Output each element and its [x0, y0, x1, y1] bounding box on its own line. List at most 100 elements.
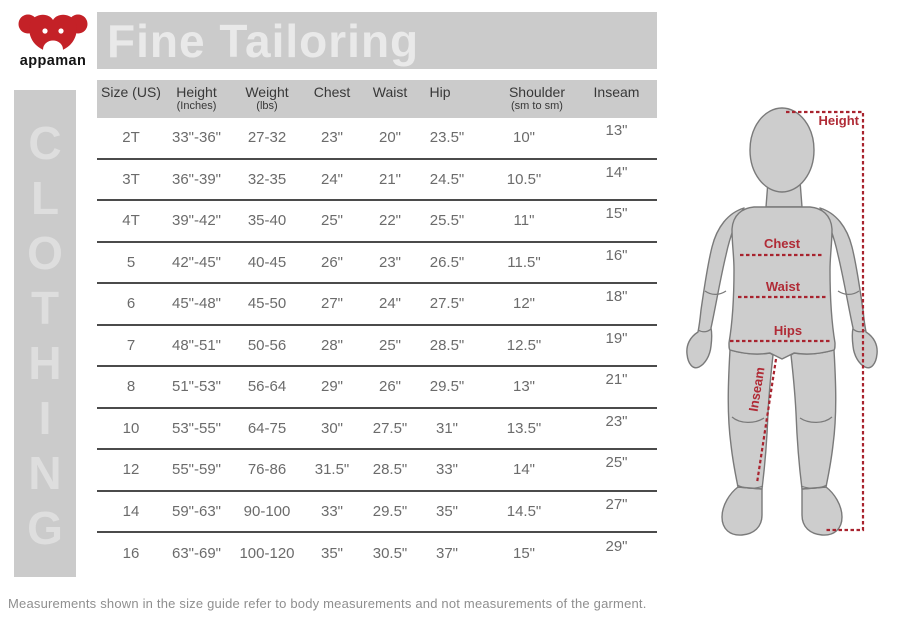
brand-logo: appaman: [16, 12, 90, 69]
table-cell: 33"-36": [171, 129, 221, 147]
table-cell: 40-45: [247, 253, 287, 271]
mannequin-figure: Height Chest Waist Hips Inseam: [686, 107, 878, 536]
mannequin-seams: [697, 290, 867, 489]
table-cell: 51"-53": [171, 378, 221, 396]
table-cell: 29": [320, 378, 343, 396]
table-cell: 25": [378, 336, 401, 354]
clothing-letter: T: [30, 282, 60, 334]
inseam-measure-line: [755, 358, 778, 484]
clothing-letter: I: [38, 392, 52, 444]
table-cell: 5: [126, 253, 136, 271]
table-row-size-5: 5 42"-45" 40-45 26" 23" 26.5" 11.5" 16": [97, 243, 657, 284]
column-header-waist: Waist: [358, 85, 422, 118]
table-cell: 45-50: [247, 295, 287, 313]
table-cell: 13": [605, 122, 628, 140]
table-cell: 29.5": [429, 378, 465, 396]
table-cell: 6: [126, 295, 136, 313]
table-cell: 23.5": [429, 129, 465, 147]
footnote: Measurements shown in the size guide ref…: [8, 596, 647, 611]
table-cell: 16": [605, 246, 628, 264]
column-header-height: Height (Inches): [165, 85, 228, 118]
table-cell: 14": [512, 461, 535, 479]
table-cell: 100-120: [239, 545, 295, 563]
height-label: Height: [819, 113, 860, 128]
column-header-label: Inseam: [593, 84, 640, 100]
column-header-shoulder: Shoulder (sm to sm): [472, 85, 576, 118]
table-row-size-12: 12 55"-59" 76-86 31.5" 28.5" 33" 14" 25": [97, 450, 657, 492]
table-row-size-6: 6 45"-48" 45-50 27" 24" 27.5" 12" 18": [97, 284, 657, 326]
monkey-icon: [18, 14, 88, 52]
measurement-lines: [730, 110, 865, 532]
chest-label: Chest: [764, 236, 801, 251]
table-row-size-7: 7 48"-51" 50-56 28" 25" 28.5" 12.5" 19": [97, 326, 657, 367]
height-measure-line: [786, 110, 865, 532]
column-header-size-us: Size (US): [97, 85, 165, 118]
column-header-sublabel: (sm to sm): [511, 100, 563, 112]
table-cell: 35": [320, 545, 343, 563]
table-cell: 11.5": [507, 253, 541, 271]
mannequin-body: [686, 107, 878, 536]
table-cell: 19": [605, 329, 628, 347]
table-cell: 29.5": [372, 502, 408, 520]
table-cell: 12": [512, 295, 535, 313]
column-header-label: Size (US): [101, 84, 161, 100]
table-cell: 64-75: [247, 419, 287, 437]
table-cell: 30.5": [372, 545, 408, 563]
table-cell: 27-32: [247, 129, 287, 147]
table-cell: 7: [126, 336, 136, 354]
table-cell: 28": [320, 336, 343, 354]
table-cell: 28.5": [429, 336, 465, 354]
table-cell: 25.5": [429, 212, 465, 230]
table-cell: 8: [126, 378, 136, 396]
waist-label: Waist: [766, 279, 801, 294]
column-header-label: Waist: [372, 84, 408, 100]
column-header-sublabel: (lbs): [256, 100, 278, 112]
column-header-hip: Hip: [422, 85, 472, 118]
column-header-chest: Chest: [306, 85, 358, 118]
table-cell: 27": [605, 495, 628, 513]
table-cell: 50-56: [247, 336, 287, 354]
table-cell: 13.5": [506, 419, 542, 437]
table-cell: 30": [320, 419, 343, 437]
table-cell: 21": [605, 371, 628, 389]
table-cell: 45"-48": [171, 295, 221, 313]
table-cell: 27.5": [372, 419, 408, 437]
title-banner: Fine Tailoring: [97, 12, 657, 69]
table-row-size-10: 10 53"-55" 64-75 30" 27.5" 31" 13.5" 23": [97, 409, 657, 450]
table-cell: 27.5": [429, 295, 465, 313]
table-cell: 33": [435, 461, 458, 479]
table-cell: 33": [320, 502, 343, 520]
table-cell: 23": [378, 253, 401, 271]
table-cell: 23": [605, 412, 628, 430]
table-cell: 25": [605, 454, 628, 472]
table-body: 2T 33"-36" 27-32 23" 20" 23.5" 10" 13" 3T 36"-39"…: [97, 118, 657, 575]
table-cell: 12.5": [506, 336, 542, 354]
table-cell: 10.5": [506, 170, 542, 188]
table-cell: 16: [122, 545, 140, 563]
column-header-weight: Weight (lbs): [228, 85, 306, 118]
table-row-size-3t: 3T 36"-39" 32-35 24" 21" 24.5" 10.5" 14": [97, 160, 657, 201]
table-cell: 29": [605, 538, 628, 556]
table-row-size-2t: 2T 33"-36" 27-32 23" 20" 23.5" 10" 13": [97, 118, 657, 160]
table-cell: 24": [320, 170, 343, 188]
table-cell: 24": [378, 295, 401, 313]
table-row-size-8: 8 51"-53" 56-64 29" 26" 29.5" 13" 21": [97, 367, 657, 409]
table-row-size-4t: 4T 39"-42" 35-40 25" 22" 25.5" 11" 15": [97, 201, 657, 243]
column-header-label: Shoulder: [508, 84, 566, 100]
table-cell: 18": [605, 288, 628, 306]
clothing-letter: L: [30, 172, 60, 224]
table-cell: 90-100: [243, 502, 291, 520]
table-cell: 76-86: [247, 461, 287, 479]
clothing-letter: N: [28, 447, 62, 499]
table-cell: 42"-45": [171, 253, 221, 271]
table-cell: 26": [378, 378, 401, 396]
table-cell: 48"-51": [171, 336, 221, 354]
table-cell: 28.5": [372, 461, 408, 479]
table-cell: 10": [512, 129, 535, 147]
table-cell: 4T: [122, 212, 140, 230]
table-cell: 21": [378, 170, 401, 188]
table-cell: 13": [512, 378, 535, 396]
column-header-inseam: Inseam: [576, 85, 657, 118]
